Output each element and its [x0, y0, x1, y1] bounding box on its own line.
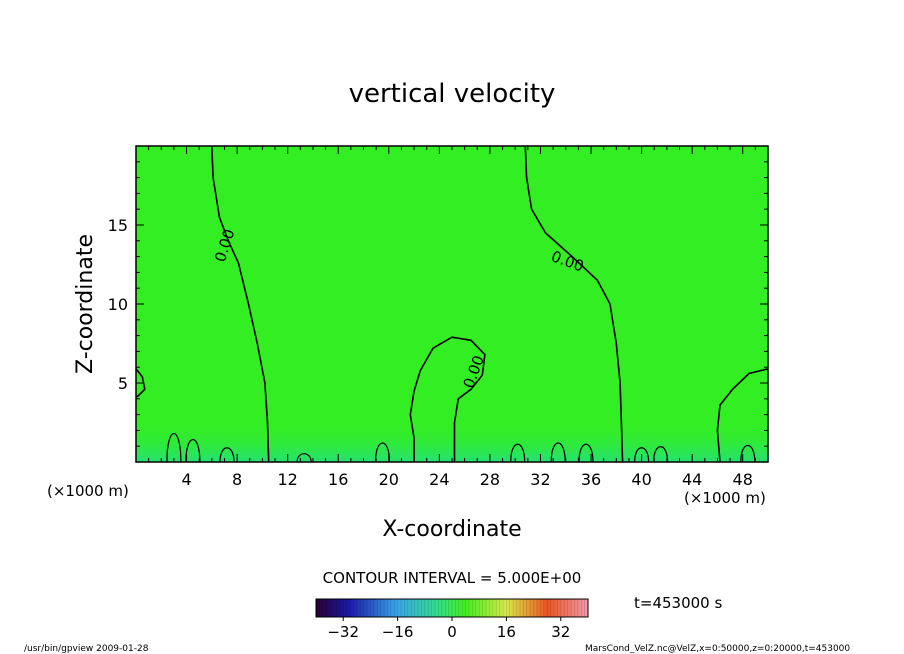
contour-left: [211, 145, 270, 463]
colorbar-tick-label: 0: [447, 623, 457, 641]
contour-cell: [166, 432, 182, 463]
time-text: t=453000 s: [634, 594, 722, 612]
x-tick-label: 32: [530, 470, 550, 489]
z-tick-label: 5: [118, 374, 128, 393]
z-tick-label: 15: [108, 216, 128, 235]
contour-cell: [634, 447, 650, 463]
colorbar-ticks: −32 −16 0 16 32: [327, 617, 570, 641]
contour-lines: [135, 145, 769, 463]
contour-cell: [219, 447, 235, 463]
x-tick-label: 36: [581, 470, 601, 489]
x-tick-label: 48: [733, 470, 753, 489]
x-tick-label: 20: [379, 470, 399, 489]
x-tick-label: 24: [429, 470, 449, 489]
colorbar-tick-label: −16: [382, 623, 414, 641]
x-unit-note-left: (×1000 m): [47, 482, 129, 500]
x-unit-note-right: (×1000 m): [684, 489, 766, 507]
chart-title: vertical velocity: [349, 79, 556, 109]
x-axis-label: X-coordinate: [382, 517, 521, 542]
contour-cell: [578, 443, 594, 463]
footer-left: /usr/bin/gpview 2009-01-28: [24, 644, 149, 654]
contour-left-edge: [135, 368, 146, 398]
plot-field: [136, 146, 768, 462]
y-axis-label: Z-coordinate: [73, 234, 98, 374]
x-tick-label: 44: [682, 470, 702, 489]
x-tick-label: 16: [328, 470, 348, 489]
colorbar-tick-label: 32: [551, 623, 570, 641]
x-tick-label: 40: [631, 470, 651, 489]
contour-cell: [740, 444, 756, 463]
contour-right: [524, 145, 624, 463]
x-tick-label: 8: [232, 470, 242, 489]
x-tick-label: 28: [480, 470, 500, 489]
colorbar-level-lines: [319, 599, 585, 617]
contour-cell: [296, 453, 312, 463]
x-axis-ticks: 4 8 12 16 20 24 28 32 36 40 44 48: [148, 146, 756, 489]
contour-cell: [653, 446, 669, 463]
ground-shading: [136, 420, 768, 462]
footer-right: MarsCond_VelZ.nc@VelZ,x=0:50000,z=0:2000…: [585, 644, 850, 654]
x-tick-label: 12: [278, 470, 298, 489]
contour-right-edge: [716, 368, 769, 463]
x-tick-label: 4: [181, 470, 191, 489]
contour-interval-text: CONTOUR INTERVAL = 5.000E+00: [323, 569, 582, 587]
colorbar-tick-label: −32: [327, 623, 359, 641]
contour-labels: 0.00 0.000.00: [211, 227, 586, 391]
y-axis-ticks: 5 10 15: [108, 161, 768, 447]
contour-cell: [550, 442, 566, 463]
colorbar-tick-label: 16: [497, 623, 516, 641]
contour-cell: [510, 443, 526, 463]
z-tick-label: 10: [108, 295, 128, 314]
contour-bump: [409, 336, 486, 462]
